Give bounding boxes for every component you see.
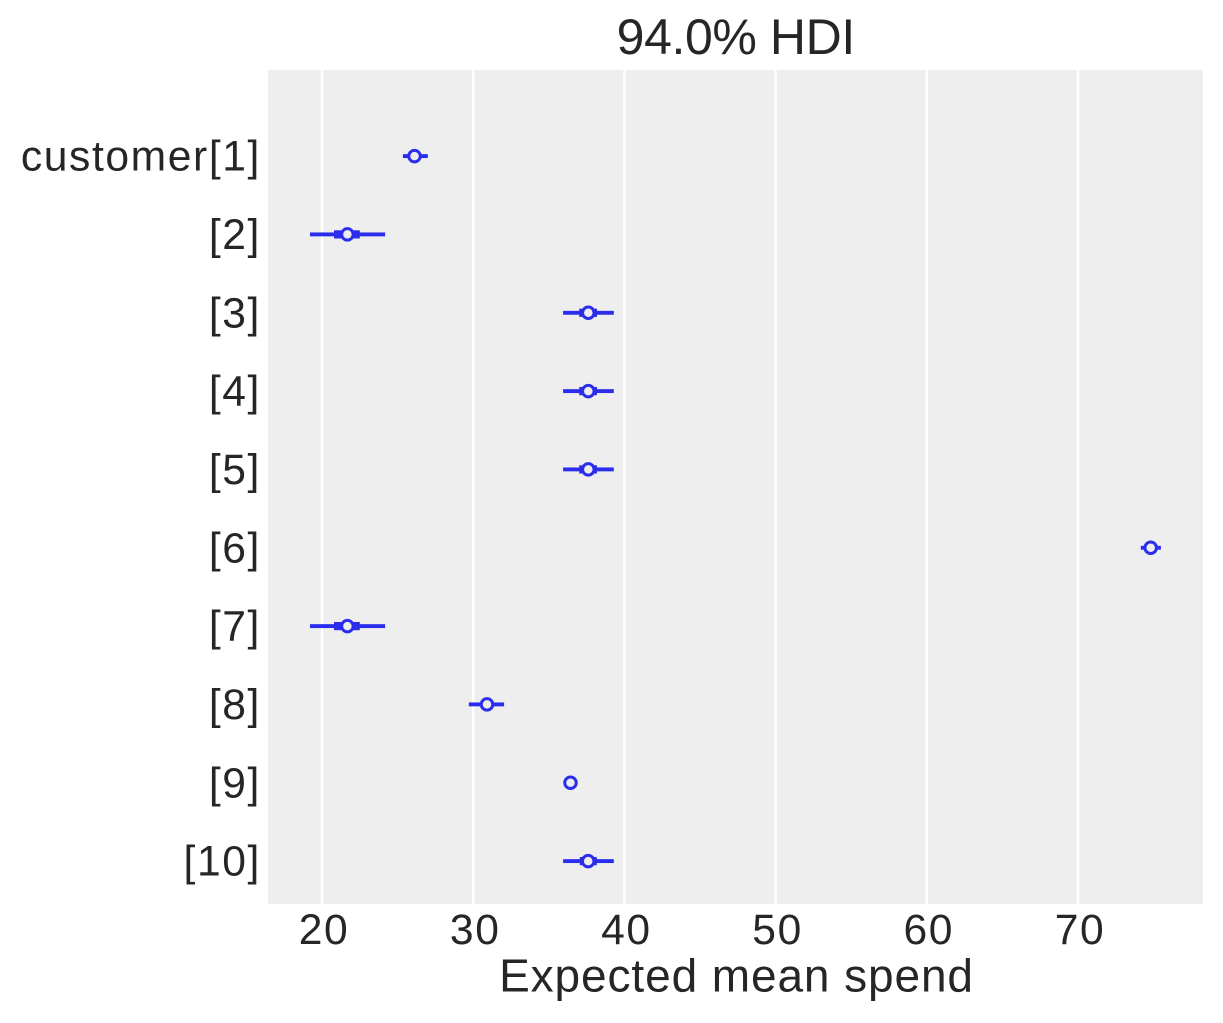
svg-text:40: 40 — [601, 906, 652, 954]
svg-text:[10]: [10] — [184, 838, 261, 886]
svg-text:[4]: [4] — [209, 368, 261, 416]
svg-text:[8]: [8] — [209, 681, 261, 729]
svg-text:customer[1]: customer[1] — [21, 133, 261, 181]
svg-text:[9]: [9] — [209, 759, 261, 807]
svg-text:20: 20 — [299, 906, 350, 954]
svg-text:60: 60 — [904, 906, 955, 954]
svg-text:70: 70 — [1055, 906, 1106, 954]
svg-text:[7]: [7] — [209, 603, 261, 651]
svg-text:[6]: [6] — [209, 524, 261, 572]
svg-text:94.0% HDI: 94.0% HDI — [617, 9, 855, 65]
svg-text:50: 50 — [752, 906, 803, 954]
svg-text:30: 30 — [450, 906, 501, 954]
svg-text:[2]: [2] — [209, 211, 261, 259]
svg-text:Expected mean spend: Expected mean spend — [499, 950, 974, 1002]
svg-text:[3]: [3] — [209, 289, 261, 337]
svg-text:[5]: [5] — [209, 446, 261, 494]
